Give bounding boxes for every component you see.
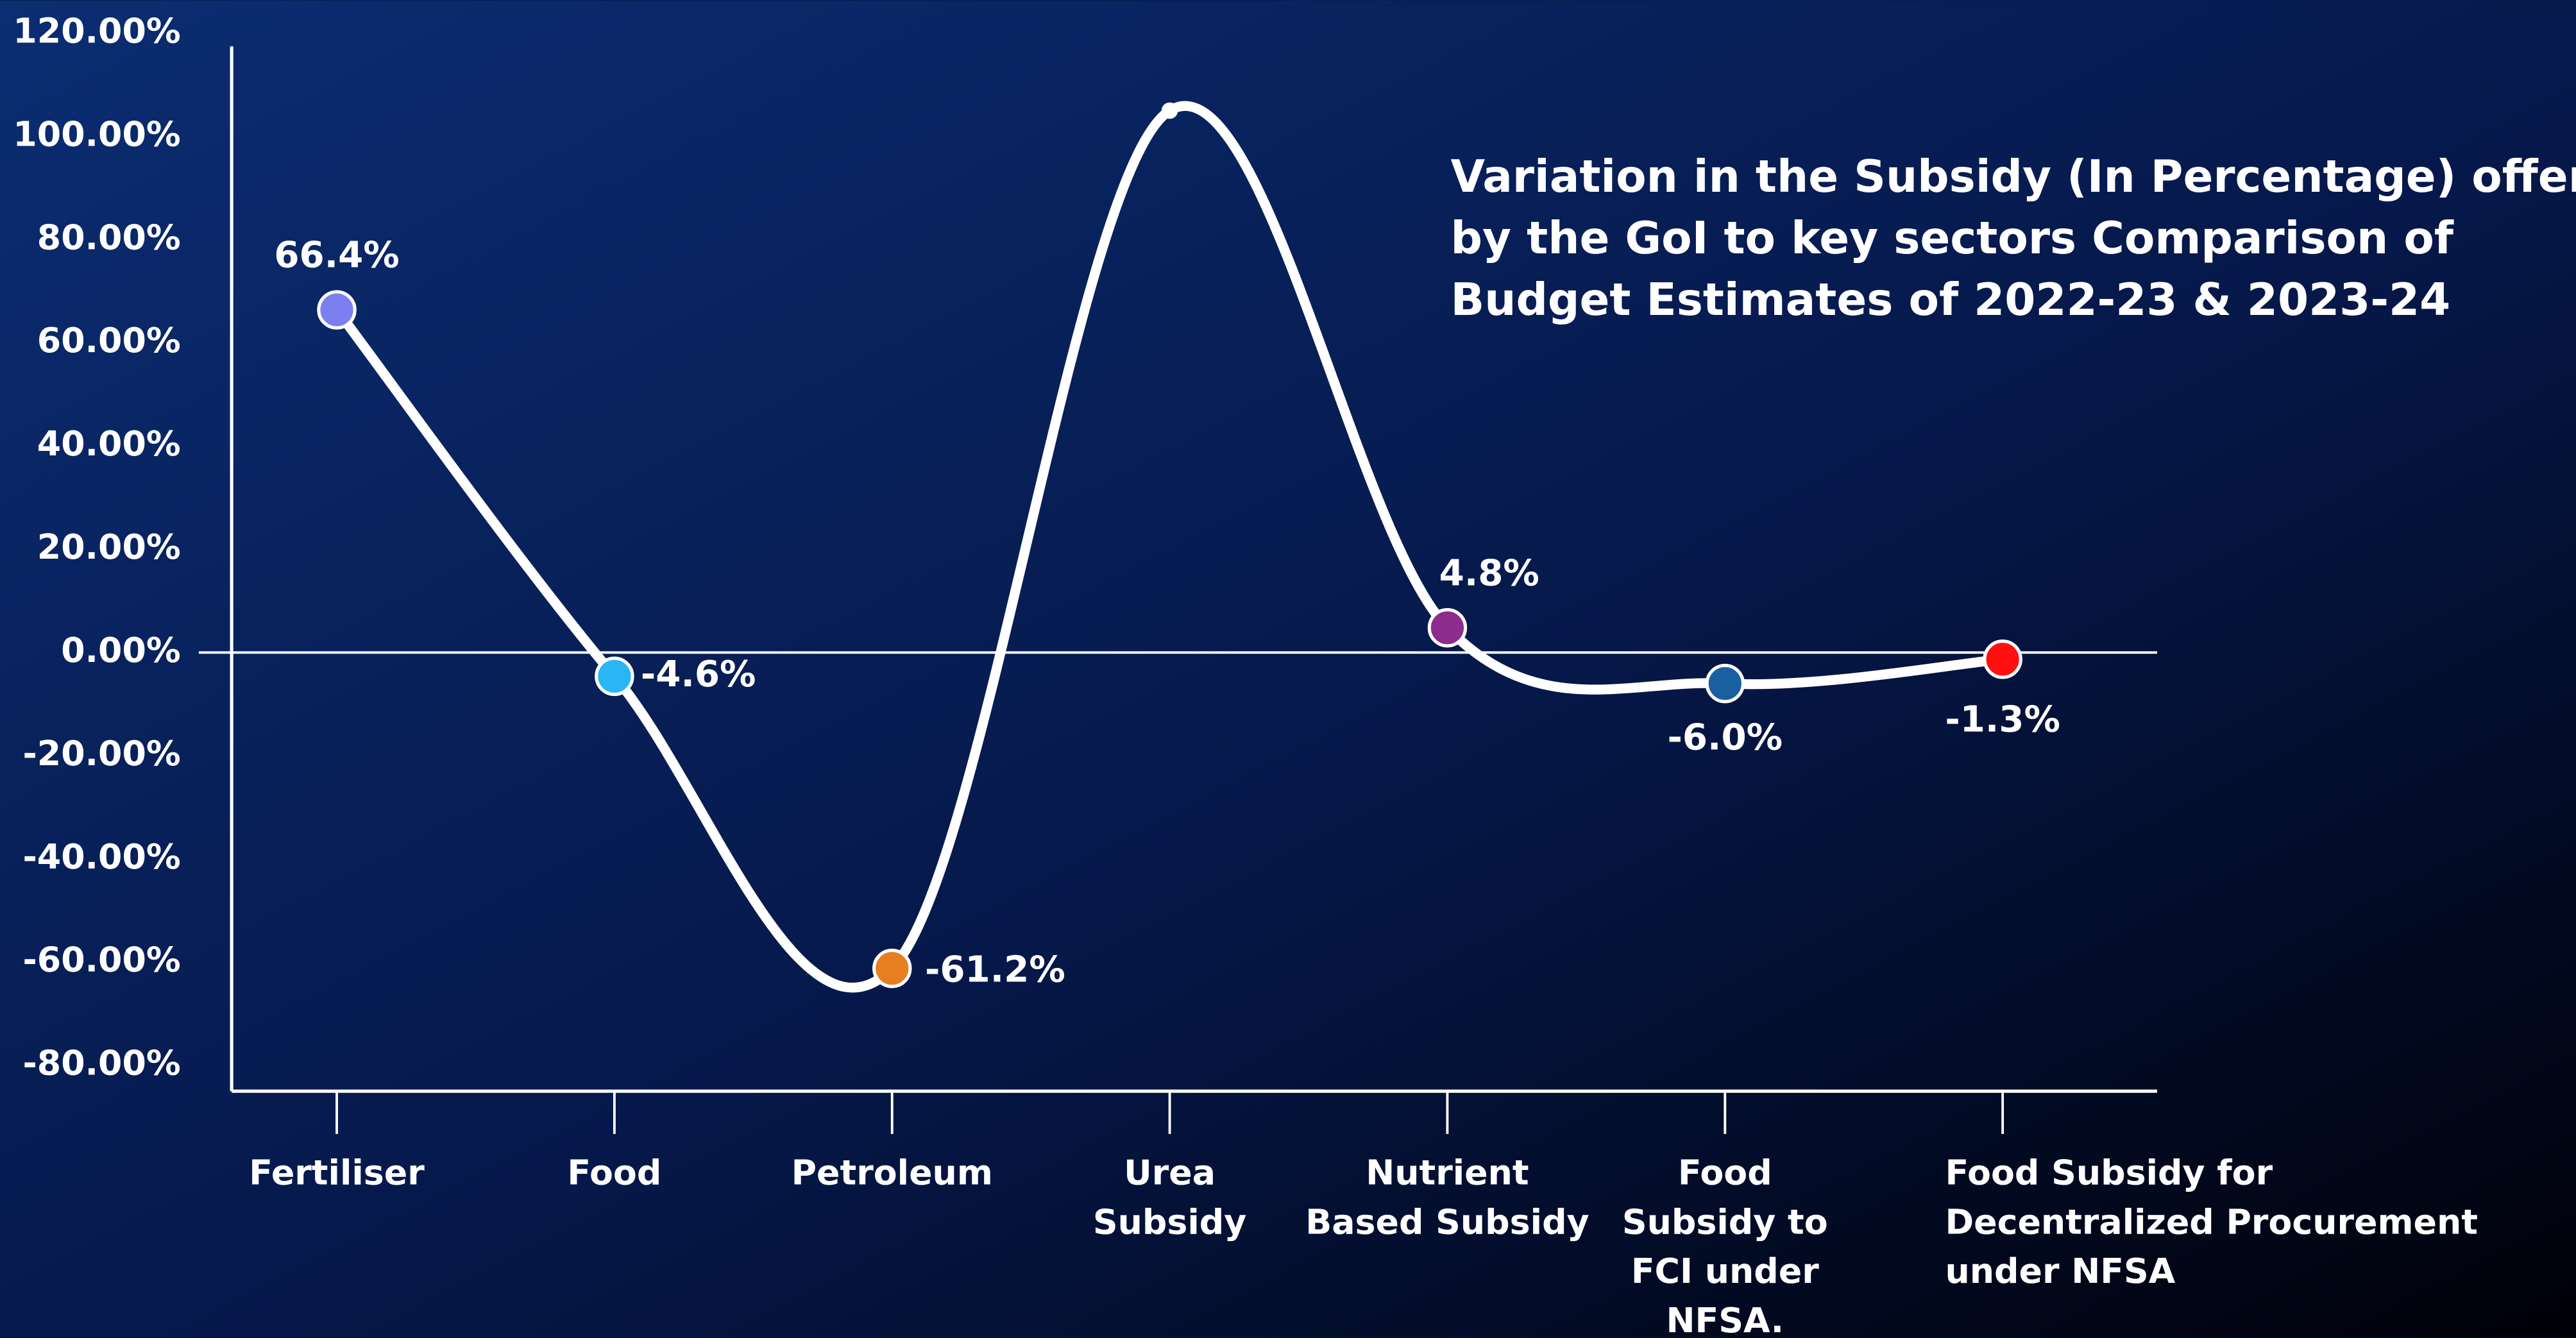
value-label: -1.3% — [1945, 699, 2060, 741]
x-tick-label: Subsidy to — [1622, 1201, 1828, 1242]
y-tick-label: -20.00% — [22, 733, 180, 774]
x-tick-label: Fertiliser — [249, 1152, 425, 1192]
x-tick-label: NFSA. — [1666, 1300, 1784, 1338]
x-tick-label: Nutrient — [1366, 1152, 1529, 1192]
y-tick-label: 60.00% — [37, 320, 181, 360]
value-label: -4.6% — [641, 654, 756, 695]
x-tick-label: Urea — [1124, 1152, 1216, 1192]
x-tick-label: Subsidy — [1093, 1201, 1246, 1242]
y-tick-label: 100.00% — [13, 114, 180, 154]
x-tick-label: under NFSA — [1945, 1251, 2175, 1291]
y-tick-label: 120.00% — [13, 10, 180, 51]
point — [1983, 639, 2022, 679]
value-label: -61.2% — [925, 949, 1065, 990]
x-tick-label: Food Subsidy for — [1945, 1152, 2273, 1192]
point — [317, 290, 357, 330]
value-label: -6.0% — [1667, 716, 1783, 758]
y-tick-label: -60.00% — [22, 940, 180, 980]
x-tick-label: Based Subsidy — [1305, 1201, 1589, 1242]
value-label: 66.4% — [274, 235, 399, 276]
y-tick-label: -80.00% — [22, 1043, 180, 1083]
value-label: 4.8% — [1439, 552, 1539, 594]
chart-title-line: Variation in the Subsidy (In Percentage)… — [1451, 151, 2576, 203]
x-tick-label: Petroleum — [792, 1152, 993, 1192]
y-tick-label: -40.00% — [22, 836, 180, 877]
point — [1427, 607, 1468, 648]
point — [1705, 663, 1745, 704]
x-tick-label: FCI under — [1631, 1251, 1819, 1291]
chart-title-line: by the GoI to key sectors Comparison of — [1451, 213, 2454, 264]
chart-title: Variation in the Subsidy (In Percentage)… — [1451, 151, 2576, 326]
point — [1161, 102, 1178, 119]
y-tick-label: 20.00% — [37, 527, 181, 567]
y-tick-label: 40.00% — [37, 423, 181, 464]
x-tick-label: Food — [567, 1152, 661, 1192]
y-tick-label: 80.00% — [37, 217, 181, 257]
point — [872, 949, 912, 988]
x-tick-label: Decentralized Procurement — [1945, 1201, 2477, 1242]
point — [595, 656, 634, 697]
chart-title-line: Budget Estimates of 2022-23 & 2023-24 — [1451, 275, 2451, 326]
y-tick-label: 0.00% — [61, 630, 181, 670]
x-tick-label: Food — [1678, 1152, 1772, 1192]
